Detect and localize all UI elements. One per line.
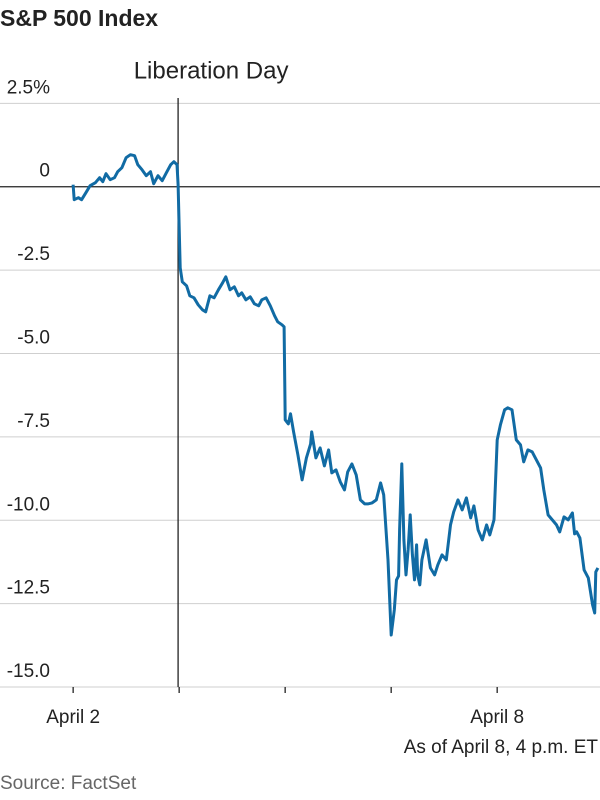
annotation-label: Liberation Day [134, 57, 289, 84]
y-tick-label: -2.5 [17, 244, 50, 265]
chart-title: S&P 500 Index [0, 5, 158, 31]
y-tick-label: -10.0 [7, 494, 50, 515]
y-tick-label: -15.0 [7, 661, 50, 682]
source: Source: FactSet [0, 773, 137, 794]
y-tick-label: -5.0 [17, 327, 50, 348]
y-tick-label: 0 [39, 161, 50, 182]
x-tick-label: April 8 [470, 707, 524, 728]
y-tick-label: -7.5 [17, 411, 50, 432]
y-tick-label: 2.5% [7, 77, 50, 98]
x-tick-label: April 2 [46, 707, 100, 728]
note: As of April 8, 4 p.m. ET [404, 737, 599, 758]
y-tick-label: -12.5 [7, 578, 50, 599]
series-line [71, 153, 600, 637]
